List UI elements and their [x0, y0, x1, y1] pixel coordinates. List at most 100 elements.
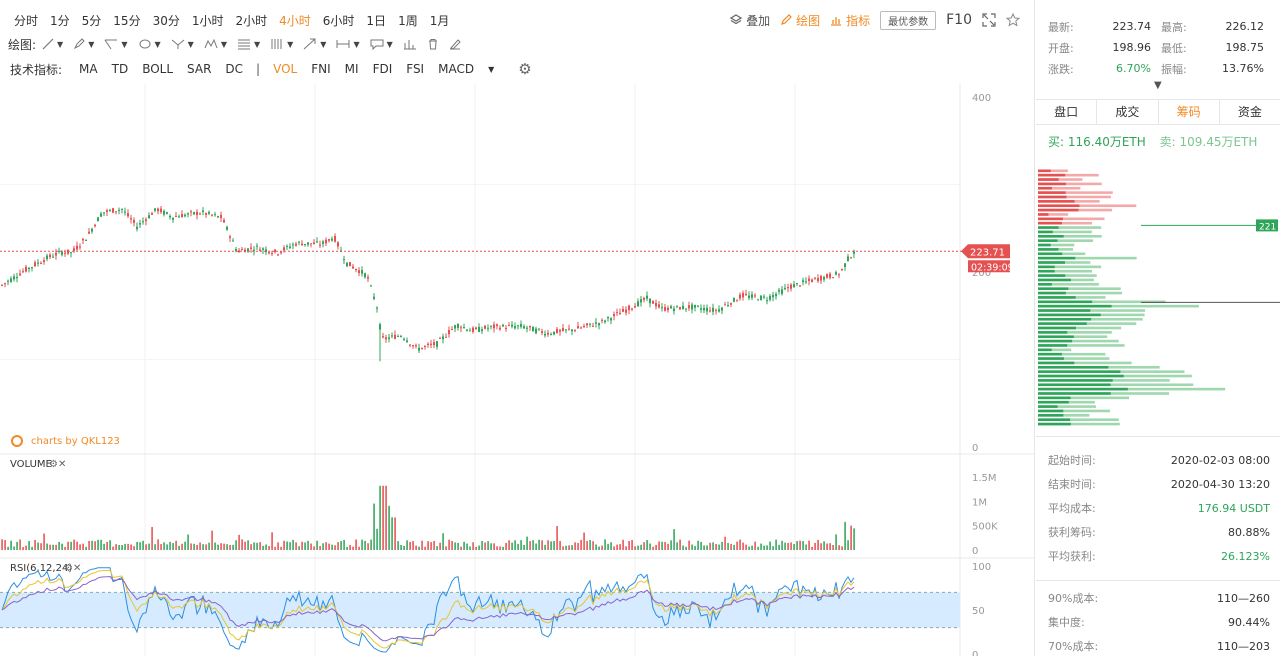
fork-tool[interactable]: ▼	[171, 38, 194, 50]
panel-tab[interactable]: 筹码	[1159, 100, 1220, 124]
stats-tool[interactable]	[403, 38, 417, 50]
chip-bar	[1038, 300, 1093, 304]
chip-bar-light	[1038, 405, 1097, 408]
candle-body	[358, 270, 360, 274]
line-tool[interactable]: ▼	[42, 38, 63, 50]
star-icon[interactable]	[1006, 13, 1020, 27]
volume-bar	[511, 542, 513, 550]
candle-body	[37, 262, 39, 264]
timeframe-item[interactable]: 1分	[50, 13, 70, 28]
volume-bar	[532, 540, 534, 550]
chip-bar	[1038, 405, 1058, 408]
chart-area: 分时 1分 5分 15分 30分 1小时 2小时 4小时 6小时 1日 1周 1月 叠加 绘图 指标 …	[0, 0, 1035, 656]
chip-bar-light	[1038, 422, 1120, 426]
candle-body	[625, 309, 627, 313]
candle-body	[454, 325, 456, 329]
indicator-more-icon[interactable]: ▼	[488, 64, 495, 74]
timeframe-item[interactable]: 2小时	[235, 13, 268, 28]
panel-tab[interactable]: 成交	[1097, 100, 1159, 124]
candle-body	[430, 343, 432, 345]
volume-bar	[541, 540, 543, 550]
panel-tab[interactable]: 资金	[1237, 105, 1262, 119]
timeframe-item[interactable]: 6小时	[322, 13, 355, 28]
candle-body	[844, 263, 846, 268]
indicator-item[interactable]: MACD	[438, 62, 475, 76]
candle-body	[178, 216, 180, 218]
indicator-item[interactable]: MA	[79, 62, 98, 76]
separator: |	[256, 62, 261, 76]
fib-tool[interactable]: ▼	[237, 38, 260, 50]
timeframe-item[interactable]: 1周	[398, 13, 418, 28]
indicator-button[interactable]: 指标	[830, 12, 870, 29]
volume-bar	[145, 544, 147, 550]
overlay-button[interactable]: 叠加	[730, 12, 770, 29]
settings-gear-icon[interactable]: ⚙	[518, 60, 532, 78]
arrow-tool[interactable]: ▼	[303, 38, 326, 50]
rsi-settings-close-icon[interactable]: ⚙✕	[64, 563, 81, 574]
candle-body	[238, 250, 240, 253]
pattern-tool[interactable]: ▼	[204, 38, 227, 50]
measure-tool[interactable]: ▼	[336, 38, 360, 50]
indicator-item[interactable]: TD	[111, 62, 129, 76]
candle-body	[841, 269, 843, 271]
volume-bar	[379, 485, 381, 550]
candle-body	[496, 324, 498, 327]
clear-tool[interactable]	[449, 38, 461, 50]
comment-tool[interactable]: ▼	[370, 38, 393, 50]
f10-button[interactable]: F10	[946, 12, 972, 28]
candle-body	[619, 312, 621, 315]
delete-tool[interactable]	[427, 38, 439, 50]
volume-bar	[283, 540, 285, 550]
volume-bar	[736, 541, 738, 550]
candle-body	[649, 298, 651, 304]
indicator-item[interactable]: BOLL	[142, 62, 174, 76]
panel-tab[interactable]: 盘口	[1036, 100, 1098, 124]
chip-info-row: 平均成本: 176.94 USDT	[1048, 496, 1270, 520]
volume-bar	[841, 546, 843, 550]
volume-settings-close-icon[interactable]: ⚙✕	[49, 459, 66, 470]
volume-bar	[4, 539, 6, 550]
candle-body	[514, 326, 516, 329]
timeframe-item[interactable]: 分时	[14, 13, 39, 28]
candle-body	[586, 323, 588, 326]
fullscreen-icon[interactable]	[982, 13, 996, 27]
chip-bar	[1038, 409, 1064, 413]
indicator-item[interactable]: FSI	[406, 62, 425, 76]
indicator-item[interactable]: FNI	[311, 62, 331, 76]
timeframe-item[interactable]: 4小时	[279, 13, 311, 28]
volume-bar	[238, 534, 240, 550]
stat-latest: 223.74	[1112, 20, 1152, 33]
volume-bar	[550, 541, 552, 550]
indicator-item[interactable]: VOL	[273, 62, 298, 76]
gann-tool[interactable]: ▼	[270, 38, 293, 50]
shape-tool[interactable]: ▼	[138, 38, 161, 50]
indicator-item[interactable]: DC	[225, 62, 244, 76]
volume-bar	[826, 543, 828, 550]
timeframe-item[interactable]: 1小时	[191, 13, 224, 28]
indicator-item[interactable]: FDI	[372, 62, 393, 76]
stat-label: 涨跌:	[1048, 62, 1074, 76]
best-params-button[interactable]: 最优参数	[880, 10, 937, 30]
timeframe-item[interactable]: 30分	[152, 13, 180, 28]
chip-info-label: 平均获利:	[1048, 550, 1096, 563]
timeframe-item[interactable]: 15分	[113, 13, 141, 28]
price-chart[interactable]: 400 200 0 223.71 02:39:09 charts by QKL123 VOL…	[0, 84, 1035, 656]
pen-tool[interactable]: ▼	[73, 38, 94, 50]
volume-bar	[580, 539, 582, 550]
chip-info-row: 集中度: 90.44%	[1048, 610, 1270, 634]
volume-bar	[649, 543, 651, 550]
channel-tool[interactable]: ▼	[104, 38, 128, 50]
timeframe-item[interactable]: 1月	[429, 13, 450, 28]
expand-chevron-icon[interactable]: ▼	[1154, 80, 1162, 91]
chip-bar	[1038, 261, 1066, 264]
candle-body	[700, 308, 702, 310]
timeframe-item[interactable]: 5分	[81, 13, 102, 28]
timeframe-item[interactable]: 1日	[366, 13, 387, 28]
overlay-label: 叠加	[746, 13, 771, 28]
candle-body	[91, 228, 93, 232]
grid	[0, 84, 960, 656]
indicator-item[interactable]: SAR	[187, 62, 212, 76]
volume-bar	[172, 543, 174, 550]
indicator-item[interactable]: MI	[344, 62, 359, 76]
draw-button[interactable]: 绘图	[780, 12, 820, 29]
